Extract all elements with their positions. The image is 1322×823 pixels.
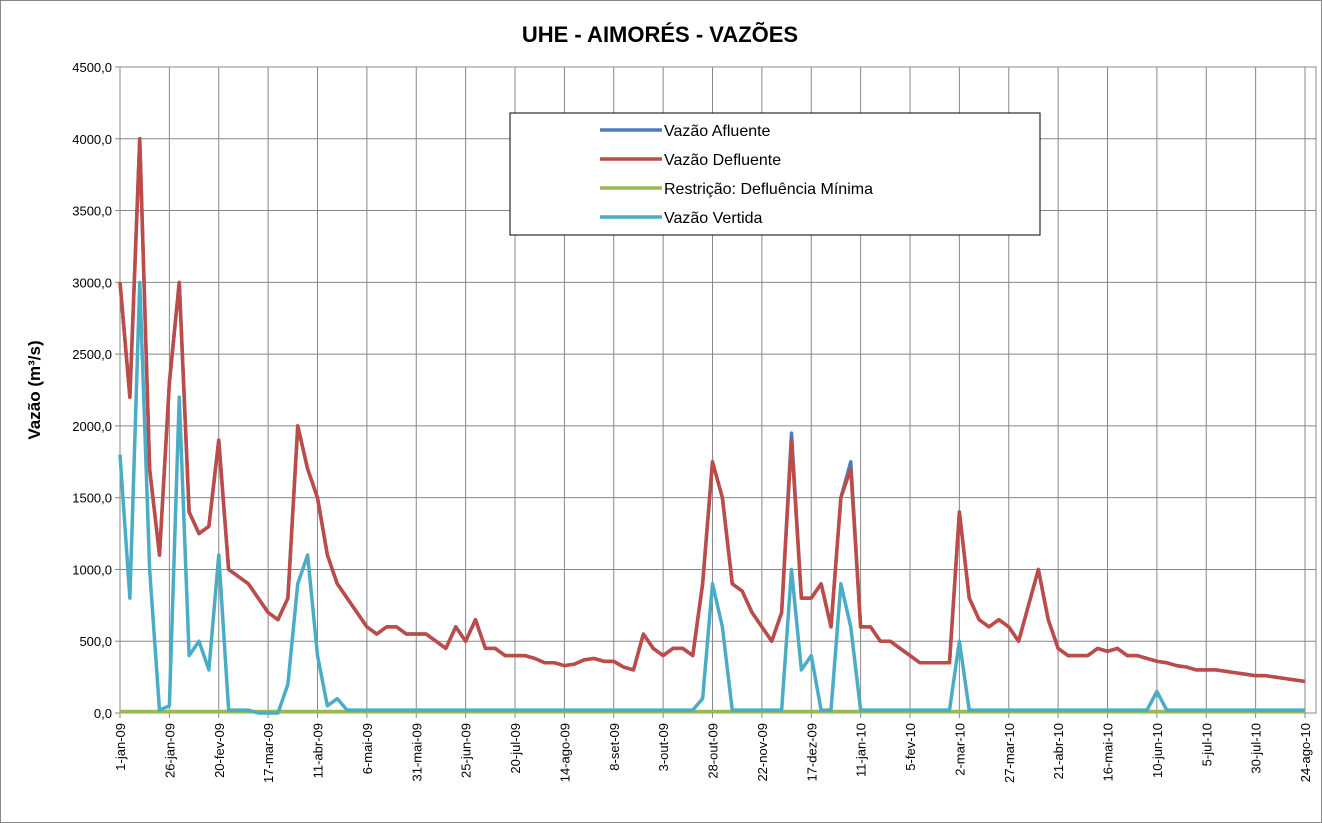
x-tick-label: 20-jul-09 [508, 723, 523, 774]
y-tick-label: 1000,0 [72, 562, 112, 577]
y-tick-label: 3500,0 [72, 204, 112, 219]
y-tick-label: 500,0 [79, 634, 112, 649]
legend-label: Vazão Vertida [664, 210, 763, 227]
chart-title: UHE - AIMORÉS - VAZÕES [522, 22, 798, 47]
x-tick-label: 11-jan-10 [854, 723, 869, 777]
y-tick-label: 3000,0 [72, 275, 112, 290]
x-tick-label: 17-mar-09 [261, 723, 276, 783]
x-tick-label: 14-ago-09 [557, 723, 572, 782]
x-tick-label: 28-out-09 [706, 723, 721, 779]
x-tick-label: 2-mar-10 [952, 723, 967, 776]
series-line [118, 137, 1306, 684]
y-tick-label: 2500,0 [72, 347, 112, 362]
x-tick-label: 20-fev-09 [212, 723, 227, 778]
y-tick-label: 1500,0 [72, 491, 112, 506]
x-tick-label: 5-fev-10 [903, 723, 918, 771]
legend-label: Vazão Defluente [664, 152, 781, 169]
x-tick-label: 8-set-09 [607, 723, 622, 771]
x-tick-label: 31-mai-09 [409, 723, 424, 782]
x-tick-label: 11-abr-09 [311, 723, 326, 778]
x-tick-label: 26-jan-09 [162, 723, 177, 778]
x-tick-label: 1-jan-09 [113, 723, 128, 771]
series-line [118, 280, 1305, 715]
y-axis-label: Vazão (m³/s) [25, 340, 44, 439]
legend-box [509, 112, 1041, 236]
x-tick-label: 3-out-09 [656, 723, 671, 771]
y-tick-label: 4000,0 [72, 132, 112, 147]
x-tick-label: 17-dez-09 [804, 723, 819, 782]
x-tick-label: 27-mar-10 [1002, 723, 1017, 783]
x-tick-label: 30-jul-10 [1249, 723, 1264, 774]
x-tick-label: 10-jun-10 [1150, 723, 1165, 778]
x-tick-label: 16-mai-10 [1101, 723, 1116, 782]
legend-label: Vazão Afluente [664, 123, 771, 140]
y-tick-label: 4500,0 [72, 60, 112, 75]
x-tick-label: 5-jul-10 [1199, 723, 1214, 766]
x-tick-label: 21-abr-10 [1051, 723, 1066, 779]
x-tick-label: 22-nov-09 [755, 723, 770, 782]
x-tick-label: 24-ago-10 [1298, 723, 1313, 782]
y-tick-label: 0,0 [94, 706, 112, 721]
legend-label: Restrição: Defluência Mínima [664, 181, 873, 198]
y-tick-label: 2000,0 [72, 419, 112, 434]
x-tick-label: 6-mai-09 [360, 723, 375, 774]
x-tick-label: 25-jun-09 [459, 723, 474, 778]
